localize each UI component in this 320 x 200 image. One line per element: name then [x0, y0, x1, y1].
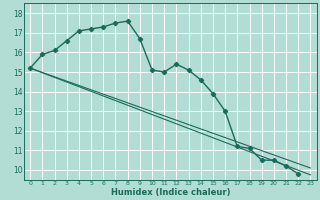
X-axis label: Humidex (Indice chaleur): Humidex (Indice chaleur): [110, 188, 230, 197]
